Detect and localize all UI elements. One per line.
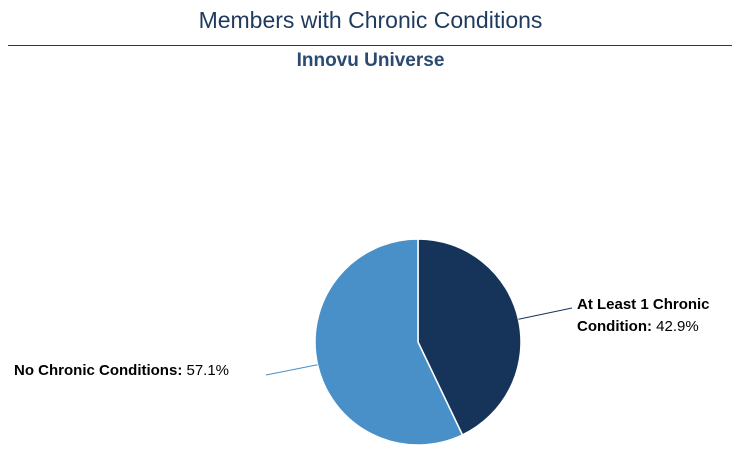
leader-line-chronic <box>518 307 573 320</box>
leader-line-no-chronic <box>265 364 318 376</box>
slice-label-chronic-line1: At Least 1 Chronic <box>577 296 710 313</box>
slice-label-no-chronic-line1: No Chronic Conditions: <box>14 362 183 379</box>
pie-slices <box>314 238 522 446</box>
slice-label-chronic: At Least 1 Chronic Condition: 42.9% <box>577 294 710 338</box>
slice-percent-chronic: 42.9% <box>656 318 699 335</box>
chart-title: Members with Chronic Conditions <box>198 7 543 33</box>
pie-slice-no-chronic <box>314 238 464 446</box>
leader-lines <box>265 307 573 376</box>
title-divider <box>8 45 732 46</box>
slice-label-chronic-line2: Condition: <box>577 318 652 335</box>
pie-slice-chronic <box>417 238 522 436</box>
slice-label-no-chronic: No Chronic Conditions: 57.1% <box>14 360 229 382</box>
slice-percent-no-chronic: 57.1% <box>186 362 230 379</box>
chart-subtitle: Innovu Universe <box>296 50 445 71</box>
